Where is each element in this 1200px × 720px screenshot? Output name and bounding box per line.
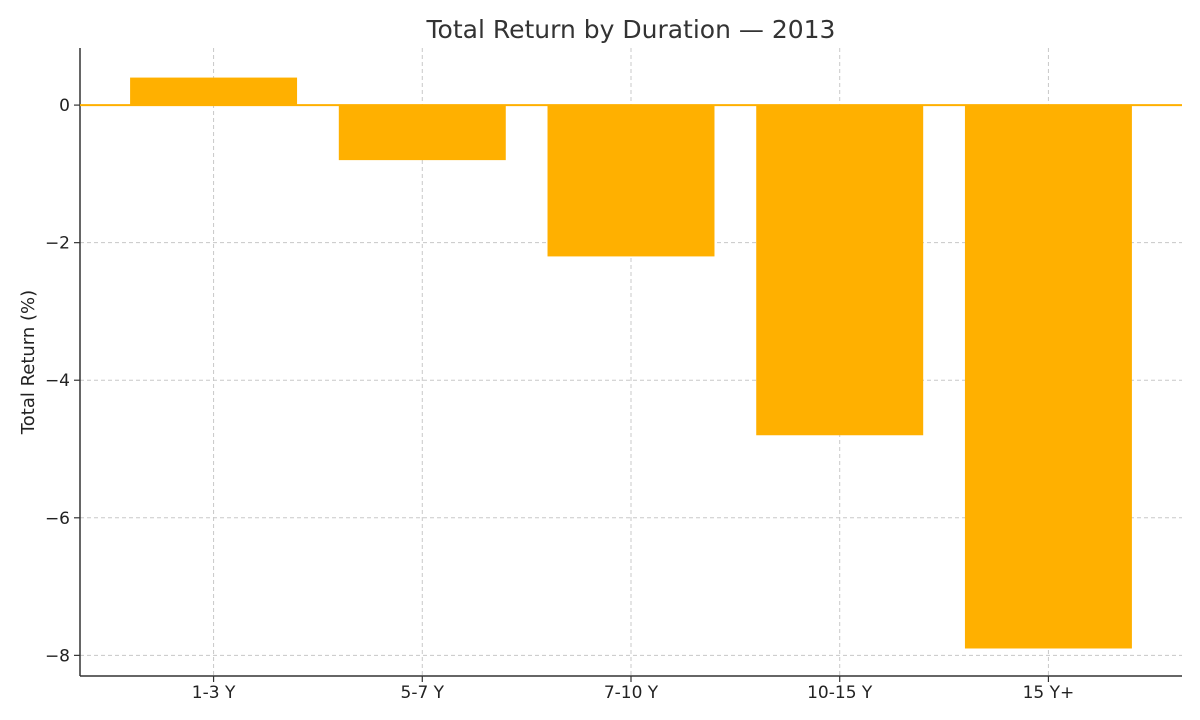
- bar-1-3-y: [130, 77, 298, 106]
- x-tick-label: 5-7 Y: [401, 683, 445, 703]
- y-tick-label: −8: [45, 646, 70, 666]
- bar-5-7-y: [338, 105, 506, 161]
- x-tick-label: 15 Y+: [1023, 683, 1075, 703]
- y-tick-label: −4: [45, 371, 70, 391]
- chart-title: Total Return by Duration — 2013: [426, 15, 836, 44]
- ticks: 0 −2 −4 −6 −8 1-3 Y 5-7 Y 7-10 Y 10-15 Y 15 Y+: [45, 96, 1074, 703]
- bar-10-15-y: [756, 105, 924, 436]
- y-tick-label: −2: [45, 234, 70, 254]
- bar-7-10-y: [547, 105, 715, 257]
- x-tick-label: 7-10 Y: [604, 683, 659, 703]
- x-tick-label: 1-3 Y: [192, 683, 236, 703]
- y-axis-label: Total Return (%): [18, 290, 39, 435]
- y-tick-label: −6: [45, 509, 70, 529]
- bars: [130, 77, 1132, 649]
- x-tick-label: 10-15 Y: [807, 683, 873, 703]
- bar-15-y-: [964, 105, 1132, 649]
- y-tick-label: 0: [59, 96, 70, 116]
